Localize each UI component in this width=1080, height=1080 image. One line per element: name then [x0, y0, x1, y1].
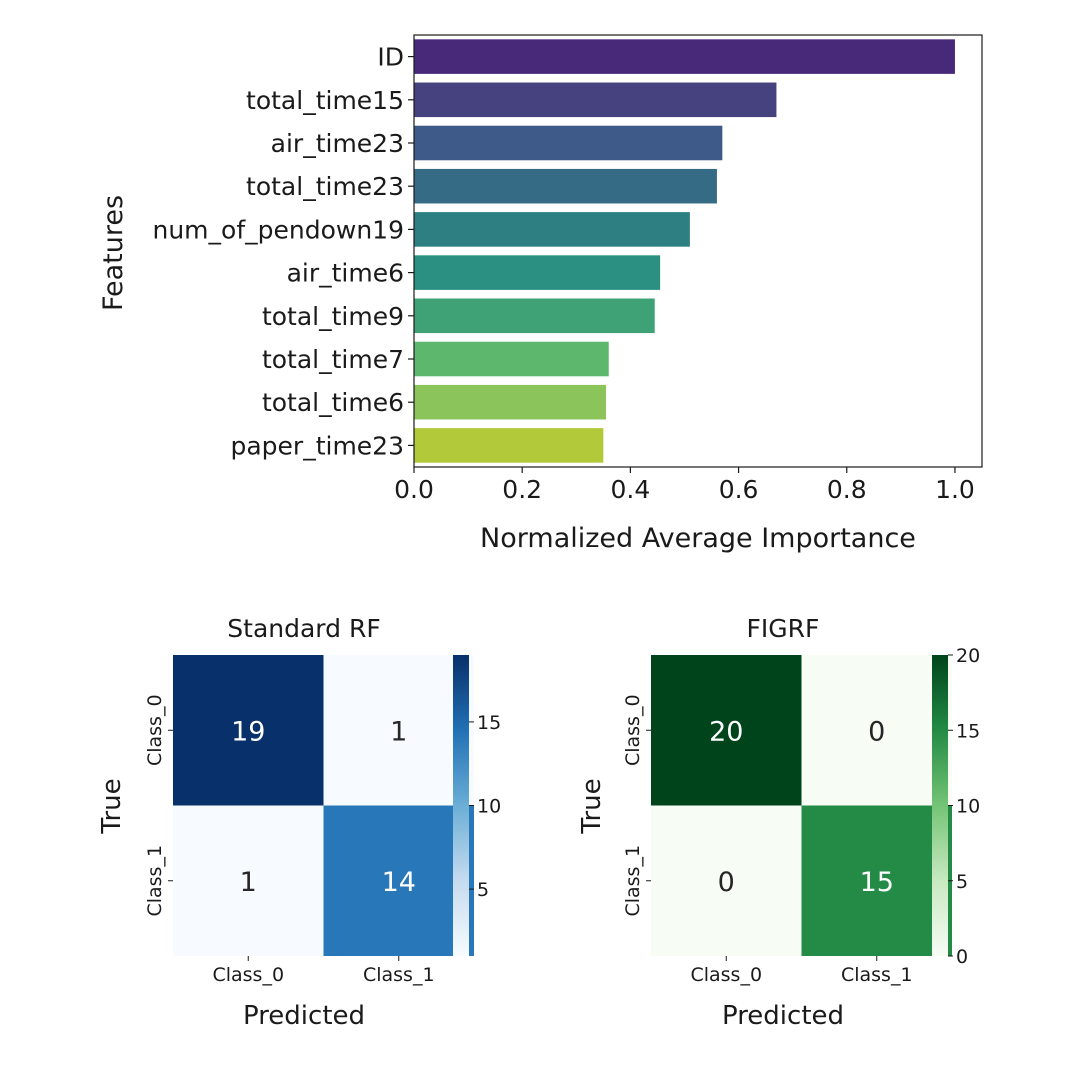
heatmap-cell [323, 805, 474, 956]
figrf-confusion-matrix: FIGRF 20 00 15 Class_0 Class_1Class_0Class_… [577, 614, 980, 1031]
standard-rf-colorbar [453, 655, 469, 956]
figrf-title: FIGRF [747, 614, 820, 643]
standard-rf-confusion-matrix: Standard RF 19 11 14 Class_0 Class_1Class_0… [97, 614, 501, 1031]
feature-importance-chart: ID total_time15 air_time23 total_time23 num_… [98, 34, 983, 554]
standard-rf-ticks: Class_0 Class_1 Class_0 Class_1 [144, 694, 435, 986]
bar-category-label: total_time6 [262, 388, 404, 417]
figrf-cells: 20 0 0 15 [651, 655, 952, 956]
bar-category-label: ID [377, 43, 404, 72]
heatmap-y-tick-label: Class_0 [622, 694, 644, 766]
bar-total_time7 [414, 341, 609, 377]
heatmap-x-tick-label: Class_0 [690, 964, 762, 986]
bar-total_time15 [414, 82, 777, 118]
heatmap-cell [173, 805, 324, 956]
bar-x-tick-label: 1.0 [935, 475, 975, 504]
colorbar-tick-label: 10 [477, 796, 501, 818]
bar-paper_time23 [414, 428, 604, 463]
bar-x-tick-label: 0.8 [827, 475, 867, 504]
bar-x-axis-label: Normalized Average Importance [480, 523, 916, 554]
bar-category-label: air_time23 [271, 129, 404, 158]
colorbar-tick-label: 10 [956, 796, 980, 818]
bar-ID [414, 39, 955, 74]
bar-x-tick-label: 0.0 [394, 475, 434, 504]
heatmap-x-tick-label: Class_1 [363, 964, 435, 986]
heatmap-cell-value: 20 [709, 716, 743, 747]
heatmap-cell [651, 805, 802, 956]
bar-series [414, 39, 955, 463]
bar-category-label: total_time15 [246, 86, 404, 115]
heatmap-x-tick-label: Class_0 [212, 964, 284, 986]
bar-x-ticks: 0.0 0.2 0.4 0.6 0.8 1.0 [394, 467, 975, 504]
bar-total_time9 [414, 298, 655, 334]
bar-category-label: total_time23 [246, 172, 404, 201]
heatmap-cell [173, 655, 324, 806]
colorbar-tick-label: 0 [956, 946, 968, 968]
figrf-y-axis-label: True [577, 778, 607, 834]
bar-total_time23 [414, 168, 717, 204]
heatmap-cell-value: 0 [868, 716, 885, 747]
bar-x-tick-label: 0.6 [719, 475, 759, 504]
heatmap-cell [801, 805, 952, 956]
bar-category-label: total_time9 [262, 302, 404, 331]
heatmap-x-tick-label: Class_1 [841, 964, 913, 986]
figrf-colorbar-ticks: 0 5 10 15 20 [948, 645, 980, 968]
bar-air_time23 [414, 125, 723, 161]
standard-rf-title: Standard RF [227, 614, 380, 643]
colorbar-tick-label: 5 [956, 871, 968, 893]
colorbar-tick-label: 20 [956, 645, 980, 667]
standard-rf-x-axis-label: Predicted [243, 1001, 365, 1031]
heatmap-cell [801, 655, 952, 806]
bar-chart-frame [413, 34, 983, 468]
heatmap-y-tick-label: Class_1 [622, 845, 644, 917]
heatmap-cell-value: 15 [860, 867, 894, 898]
figrf-x-axis-label: Predicted [722, 1001, 844, 1031]
figrf-ticks: Class_0 Class_1 Class_0 Class_1 [622, 694, 913, 986]
bar-x-tick-label: 0.2 [502, 475, 542, 504]
bar-num_of_pendown19 [414, 212, 690, 247]
heatmap-cell-value: 19 [231, 716, 265, 747]
standard-rf-y-axis-label: True [97, 778, 127, 834]
bar-category-label: air_time6 [287, 259, 404, 288]
bar-category-label: num_of_pendown19 [152, 215, 404, 244]
bar-total_time6 [414, 384, 607, 420]
colorbar-tick-label: 15 [477, 712, 501, 734]
bar-category-label: total_time7 [262, 345, 404, 374]
heatmap-cell-value: 1 [390, 716, 407, 747]
standard-rf-colorbar-ticks: 5 10 15 [469, 712, 501, 901]
bar-x-tick-label: 0.4 [610, 475, 650, 504]
heatmap-cell-value: 0 [718, 867, 735, 898]
heatmap-cell-value: 14 [382, 867, 416, 898]
bar-category-labels: ID total_time15 air_time23 total_time23 num_… [152, 43, 414, 460]
heatmap-cell-value: 1 [240, 867, 257, 898]
heatmap-y-tick-label: Class_1 [144, 845, 166, 917]
bar-air_time6 [414, 255, 661, 290]
colorbar-tick-label: 5 [477, 879, 489, 901]
heatmap-cell [651, 655, 802, 806]
standard-rf-cells: 19 1 1 14 [173, 655, 474, 956]
bar-y-axis-label: Features [98, 195, 129, 311]
figrf-colorbar [932, 655, 948, 956]
heatmap-cell [323, 655, 474, 806]
colorbar-tick-label: 15 [956, 720, 980, 742]
bar-category-label: paper_time23 [230, 431, 404, 460]
heatmap-y-tick-label: Class_0 [144, 694, 166, 766]
